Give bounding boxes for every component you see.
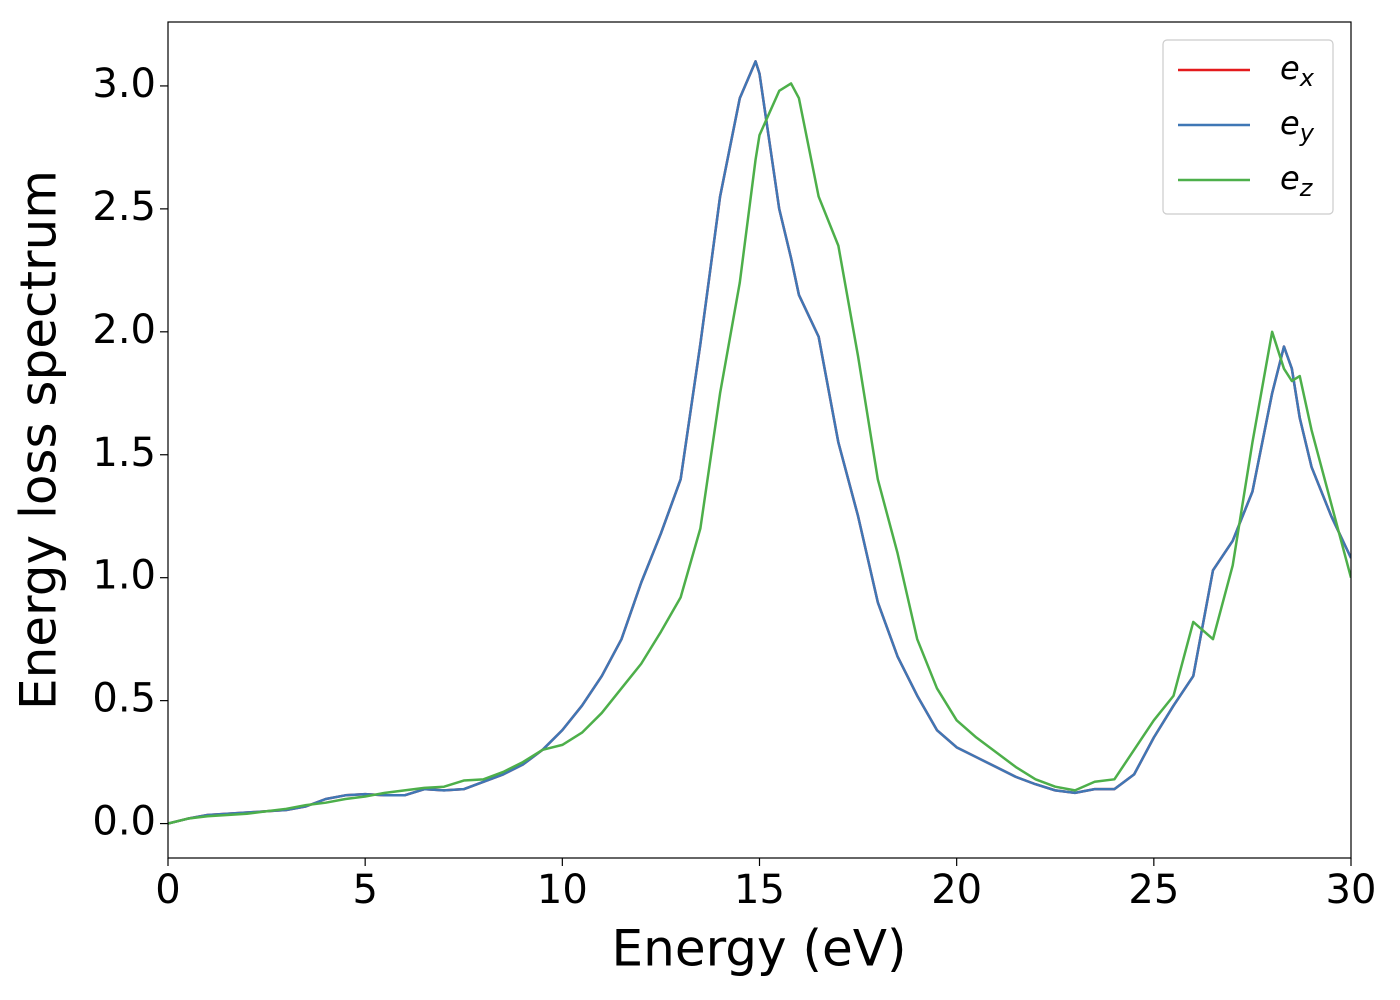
x-tick-label: 10: [537, 867, 588, 913]
x-tick-label: 5: [352, 867, 377, 913]
legend-label: ey: [1280, 104, 1315, 147]
legend-label-base: e: [1280, 49, 1300, 87]
plot-frame: [167, 21, 1352, 859]
y-axis-label: Energy loss spectrum: [10, 170, 68, 710]
x-axis-label: Energy (eV): [612, 920, 907, 978]
legend-label-base: e: [1280, 159, 1300, 197]
x-tick-label: 0: [155, 867, 180, 913]
legend-label-sub: y: [1299, 119, 1315, 147]
x-tick-label: 15: [734, 867, 785, 913]
legend-box: [1162, 39, 1334, 215]
y-tick-label: 1.5: [92, 430, 156, 476]
y-tick-label: 0.5: [92, 676, 156, 722]
x-tick-label: 30: [1326, 867, 1377, 913]
y-tick-label: 0.0: [92, 799, 156, 845]
legend-label-base: e: [1280, 104, 1300, 142]
y-tick-label: 2.0: [92, 307, 156, 353]
legend-label-sub: x: [1299, 64, 1315, 92]
line-series: [168, 82, 1351, 825]
x-tick-label: 25: [1128, 867, 1179, 913]
y-tick-label: 1.0: [92, 553, 156, 599]
y-tick-label: 2.5: [92, 184, 156, 230]
legend-label: ez: [1280, 159, 1314, 202]
y-tick-label: 3.0: [92, 61, 156, 107]
legend-label-sub: z: [1299, 174, 1314, 202]
x-tick-label: 20: [931, 867, 982, 913]
legend-label: ex: [1280, 49, 1315, 92]
